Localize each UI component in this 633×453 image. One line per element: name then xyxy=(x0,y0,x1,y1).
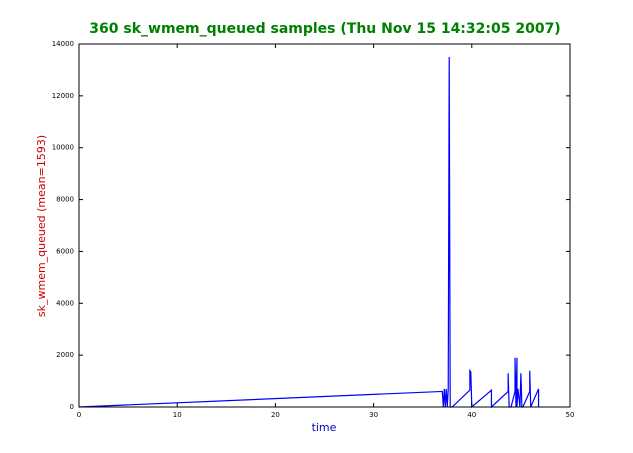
y-tick-label: 10000 xyxy=(52,144,74,152)
plot-frame xyxy=(78,43,571,408)
y-tick-label: 14000 xyxy=(52,40,74,48)
x-axis-label: time xyxy=(312,421,337,434)
x-tick-label: 50 xyxy=(566,411,575,419)
x-tick-label: 10 xyxy=(173,411,182,419)
y-tick-label: 6000 xyxy=(56,247,74,255)
x-tick-label: 20 xyxy=(271,411,280,419)
x-tick-label: 30 xyxy=(369,411,378,419)
y-tick-label: 0 xyxy=(70,403,74,411)
y-axis-label: sk_wmem_queued (mean=1593) xyxy=(35,135,48,317)
y-tick-label: 4000 xyxy=(56,299,74,307)
x-tick-label: 0 xyxy=(77,411,81,419)
y-tick-label: 12000 xyxy=(52,92,74,100)
y-tick-label: 2000 xyxy=(56,351,74,359)
x-tick-label: 40 xyxy=(467,411,476,419)
y-tick-label: 8000 xyxy=(56,196,74,204)
chart-title: 360 sk_wmem_queued samples (Thu Nov 15 1… xyxy=(89,21,560,37)
